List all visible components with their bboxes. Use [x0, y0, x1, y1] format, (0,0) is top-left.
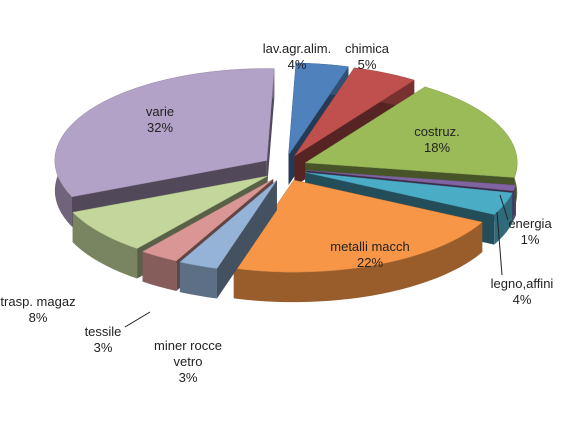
data-label: tessile 3%: [53, 324, 153, 356]
leader-line: [496, 211, 503, 276]
leader-line: [499, 194, 509, 221]
value-label: 1%: [520, 232, 540, 247]
value-label: 4%: [512, 292, 532, 307]
slice-top: [233, 179, 483, 273]
category-label: metalli macch: [330, 239, 410, 254]
category-label: varie: [145, 104, 175, 119]
slice: [233, 179, 483, 303]
slice-side: [72, 212, 138, 279]
data-label: metalli macch 22%: [320, 239, 420, 271]
value-label: 22%: [356, 255, 384, 270]
data-label: miner rocce vetro 3%: [146, 338, 230, 386]
slice-wall: [266, 68, 275, 191]
data-label: costruz. 18%: [387, 124, 487, 156]
data-label: energia 1%: [480, 216, 561, 248]
category-label: costruz.: [414, 124, 460, 139]
data-label: chimica 5%: [317, 41, 417, 73]
leader-line: [124, 311, 151, 328]
slice-top: [288, 62, 349, 156]
value-label: 4%: [287, 57, 307, 72]
value-label: 8%: [28, 310, 48, 325]
slice-top: [294, 67, 415, 157]
data-label: lav.agr.alim. 4%: [247, 41, 347, 73]
slice-top: [305, 172, 513, 215]
slice-side: [233, 222, 483, 303]
category-label: chimica: [344, 41, 390, 56]
data-label: trasp. magaz 8%: [0, 294, 88, 326]
slice-top: [72, 175, 268, 249]
category-label: legno,affini: [490, 276, 554, 291]
category-label: miner rocce vetro: [154, 338, 222, 369]
value-label: 18%: [423, 140, 451, 155]
value-label: 3%: [178, 370, 198, 385]
category-label: tessile: [84, 324, 122, 339]
slice-top: [179, 180, 278, 269]
slice-top: [142, 178, 274, 262]
slice: [179, 180, 278, 299]
slice-top: [54, 68, 275, 198]
slice-side: [513, 185, 516, 221]
slice-side: [179, 262, 217, 299]
category-label: trasp. magaz: [0, 294, 76, 309]
value-label: 32%: [146, 120, 174, 135]
data-label: varie 32%: [110, 104, 210, 136]
data-label: legno,affini 4%: [472, 276, 561, 308]
slice-top: [304, 86, 518, 178]
category-label: energia: [508, 216, 552, 231]
category-label: lav.agr.alim.: [262, 41, 332, 56]
value-label: 3%: [93, 340, 113, 355]
value-label: 5%: [357, 57, 377, 72]
slice-side: [142, 251, 177, 291]
slice-top: [306, 170, 517, 192]
